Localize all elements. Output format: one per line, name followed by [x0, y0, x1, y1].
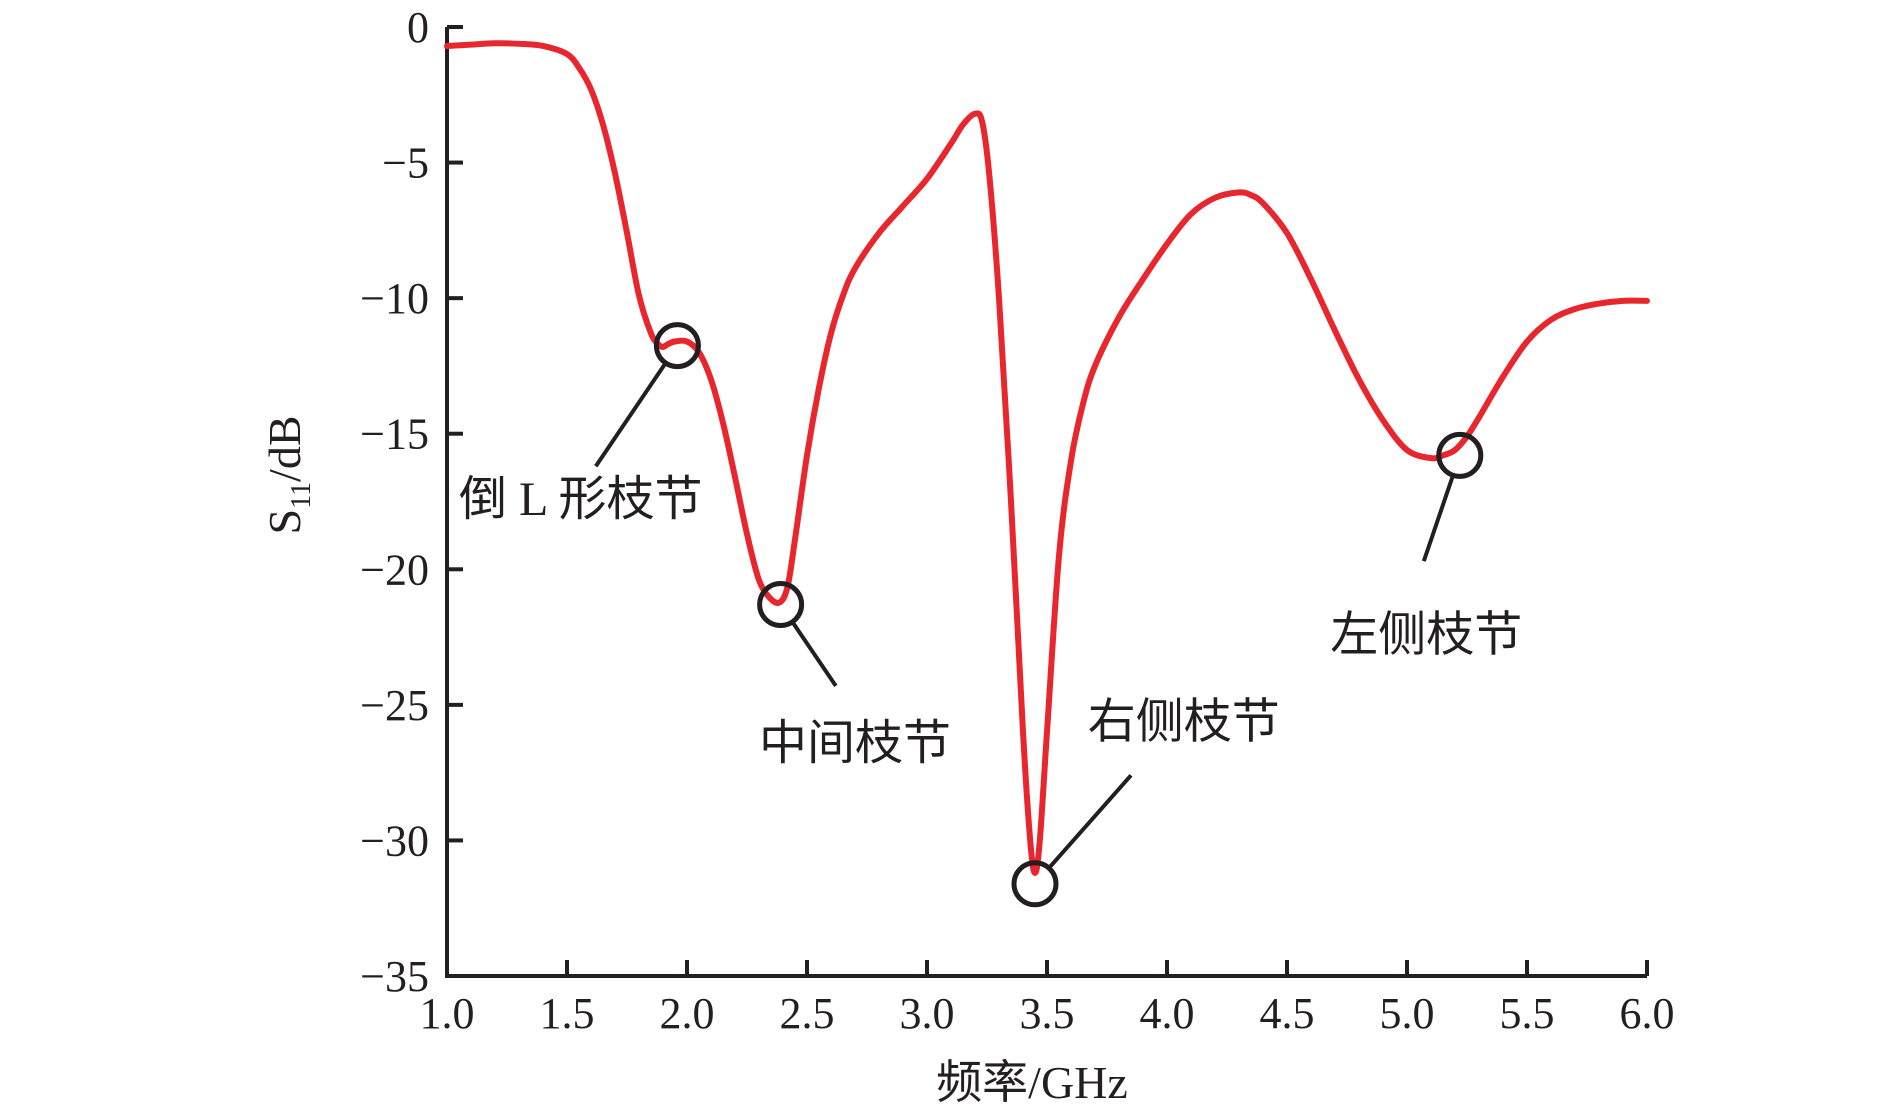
- y-axis-title: S11/dB: [259, 415, 317, 534]
- x-tick-label: 4.0: [1140, 989, 1195, 1038]
- x-tick-label: 1.0: [420, 989, 475, 1038]
- annotation-marker-circle: [757, 581, 805, 629]
- y-tick-label: 0: [407, 3, 429, 52]
- y-tick-label: −20: [360, 545, 429, 594]
- annotation-label: 倒 L 形枝节: [459, 473, 703, 526]
- x-tick-label: 1.5: [540, 989, 595, 1038]
- y-axis-title-main: S: [259, 509, 310, 535]
- x-tick-label: 3.0: [900, 989, 955, 1038]
- x-tick-label: 5.5: [1500, 989, 1555, 1038]
- annotation-label: 左侧枝节: [1330, 609, 1522, 662]
- y-tick-label: −10: [360, 274, 429, 323]
- y-tick-label: −5: [382, 139, 429, 188]
- annotation-leader-line: [790, 620, 838, 688]
- x-tick-label: 3.5: [1020, 989, 1075, 1038]
- x-axis-title: 频率/GHz: [936, 1057, 1128, 1108]
- annotation-marker-circle: [653, 322, 701, 370]
- annotation-leader-line: [1421, 474, 1455, 562]
- annotation-leader-line: [1047, 774, 1133, 870]
- y-tick-label: −15: [360, 410, 429, 459]
- y-tick-label: −30: [360, 816, 429, 865]
- x-tick-label: 2.5: [780, 989, 835, 1038]
- x-tick-label: 5.0: [1380, 989, 1435, 1038]
- s11-series-line: [444, 40, 1650, 876]
- y-tick-label: −25: [360, 681, 429, 730]
- annotation-leader-line: [594, 361, 668, 468]
- annotation-label: 右侧枝节: [1088, 695, 1280, 748]
- x-ticks: 1.0 1.5 2.0 2.5 3.0 3.5 4.0 4.5 5.0 5.5 6.0: [420, 960, 1675, 1038]
- y-axis-title-subscript: 11: [286, 482, 317, 509]
- annotation-marker-circle: [1011, 860, 1059, 908]
- y-ticks: 0 −5 −10 −15 −20 −25 −30 −35: [360, 3, 463, 1001]
- x-tick-label: 6.0: [1620, 989, 1675, 1038]
- annotation-marker-circle: [1436, 431, 1484, 479]
- x-tick-label: 2.0: [660, 989, 715, 1038]
- y-tick-label: −35: [360, 952, 429, 1001]
- annotation-label: 中间枝节: [759, 717, 951, 770]
- x-tick-label: 4.5: [1260, 989, 1315, 1038]
- y-axis-title-unit: /dB: [259, 415, 310, 481]
- series-group: [444, 40, 1650, 876]
